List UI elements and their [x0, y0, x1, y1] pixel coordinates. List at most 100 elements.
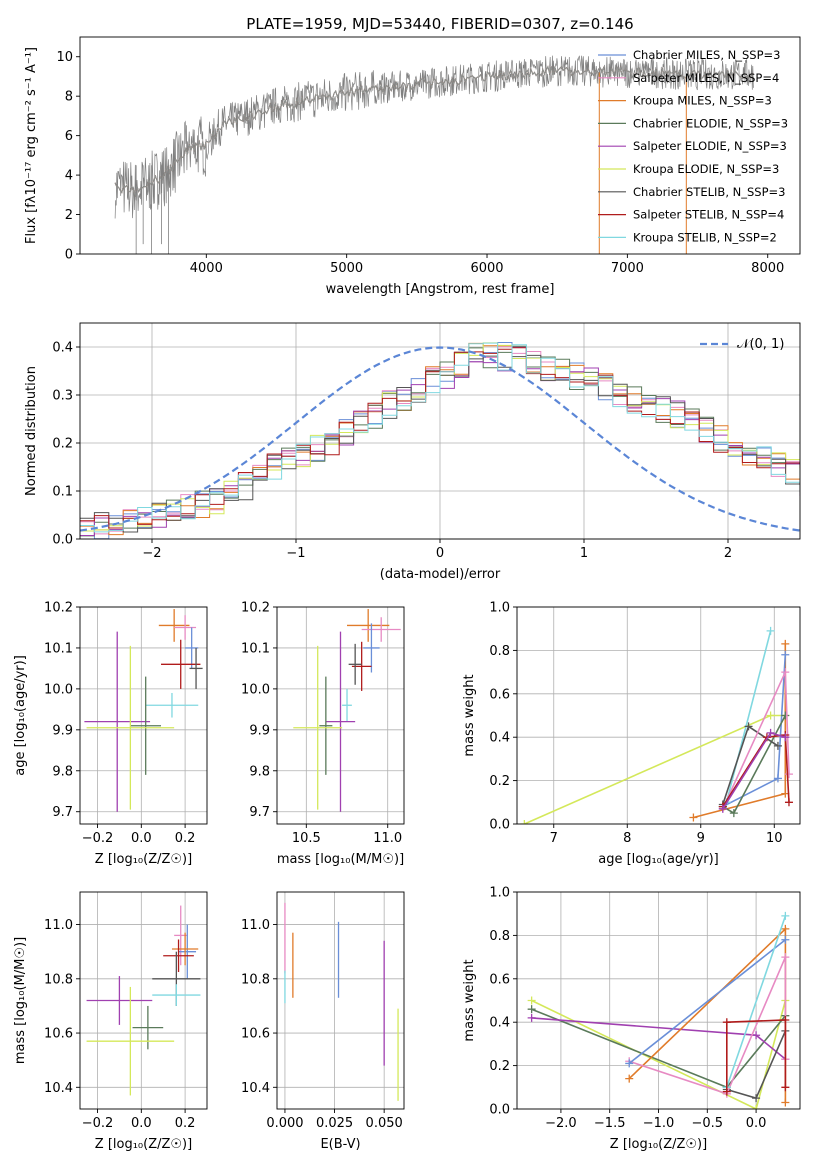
x-tick-label: 0.0	[746, 1116, 767, 1131]
weight-marker	[781, 733, 790, 742]
legend-entry: Kroupa MILES, N_SSP=3	[633, 94, 772, 108]
panel-age_vs_Z: −0.2 0.0 0.2 9.7 9.8 9.9 10.0 10.1 10.2 Z [log₁₀(…	[13, 601, 208, 867]
panel-mass_vs_Z: −0.2 0.0 0.2 10.4 10.6 10.8 11.0 Z [log₁₀(Z/Z☉)…	[13, 891, 208, 1152]
y-tick-label: 4	[65, 169, 73, 184]
plot-frame	[516, 891, 801, 1110]
weight-marker	[781, 668, 790, 677]
weight-marker	[752, 1105, 761, 1109]
x-axis-label: wavelength [Angstrom, rest frame]	[326, 282, 555, 297]
x-tick-label: 4000	[190, 261, 223, 276]
y-tick-label: 9.9	[52, 723, 73, 738]
errorbar-kroupa_stelib	[145, 692, 199, 718]
spectrum-title: PLATE=1959, MJD=53440, FIBERID=0307, z=0…	[246, 15, 633, 33]
x-axis-label: Z [log₁₀(Z/Z☉)]	[610, 1137, 707, 1152]
x-tick-label: 11.0	[373, 831, 402, 846]
y-tick-label: 0.2	[52, 437, 73, 452]
y-tick-label: 0.4	[489, 1016, 510, 1031]
legend-entry: Salpeter ELODIE, N_SSP=3	[633, 139, 787, 153]
weight-marker	[773, 741, 782, 750]
x-tick-label: −2	[142, 546, 161, 561]
weight-marker	[718, 804, 727, 813]
weight-line-kroupa_stelib	[725, 630, 772, 803]
weight-marker	[729, 809, 738, 818]
y-tick-label: 9.7	[52, 805, 73, 820]
weight-marker	[784, 770, 793, 779]
weight-marker	[722, 1018, 731, 1027]
weight-line-salpeter_stelib	[726, 1019, 787, 1092]
weight-marker	[781, 711, 790, 720]
x-tick-label: 0.025	[316, 1116, 353, 1131]
weight-marker	[781, 924, 790, 933]
weight-lines	[520, 626, 793, 824]
y-tick-label: 0.4	[489, 731, 510, 746]
y-tick-label: 0.4	[52, 341, 73, 356]
x-tick-label: 0.2	[175, 831, 196, 846]
x-tick-label: 8000	[751, 261, 784, 276]
errorbar-salpeter_miles	[174, 615, 197, 640]
weight-line-chabrier_miles	[628, 939, 786, 1065]
y-tick-label: 0.1	[52, 485, 73, 500]
y-tick-label: 0.2	[489, 1059, 510, 1074]
errorbar-salpeter_elodie	[86, 976, 153, 1025]
y-tick-label: 10.2	[44, 601, 73, 616]
weight-marker	[766, 728, 775, 737]
y-tick-label: 9.8	[249, 764, 270, 779]
y-axis-label: Normed distribution	[24, 366, 39, 496]
y-tick-label: 9.8	[52, 764, 73, 779]
weight-marker	[781, 953, 790, 962]
weight-marker	[520, 820, 529, 824]
y-tick-label: 1.0	[489, 601, 510, 616]
errorbar-chabrier_miles	[178, 924, 197, 979]
weight-marker	[766, 711, 775, 720]
errorbar-chabrier_stelib	[189, 647, 203, 689]
x-tick-label: −0.2	[82, 831, 114, 846]
plot-frame	[276, 891, 405, 1110]
x-axis-label: Z [log₁₀(Z/Z☉)]	[95, 852, 192, 867]
weight-marker	[752, 1031, 761, 1040]
x-tick-label: 5000	[330, 261, 363, 276]
errorbar-salpeter_stelib	[161, 639, 201, 689]
weight-marker	[527, 996, 536, 1005]
x-tick-label: 0.050	[366, 1116, 403, 1131]
errorbar-salpeter_elodie	[325, 631, 356, 812]
weight-marker	[773, 774, 782, 783]
errorbar-chabrier_elodie	[319, 676, 333, 775]
y-axis-label: mass weight	[462, 674, 477, 756]
y-tick-label: 9.9	[249, 723, 270, 738]
weight-line-kroupa_miles	[693, 643, 787, 819]
y-tick-label: 2	[65, 208, 73, 223]
weight-line-kroupa_elodie	[531, 999, 787, 1109]
y-tick-label: 0.0	[489, 1103, 510, 1118]
weight-marker	[722, 1087, 731, 1096]
residual-histograms	[80, 342, 800, 539]
weight-marker	[744, 722, 753, 731]
panel-weight_vs_Z: −2.0 −1.5 −1.0 −0.5 0.0 0.0 0.2 0.4 0.6 0.8 1.0 Z […	[462, 886, 801, 1152]
weight-marker	[781, 639, 790, 648]
errorbar-kroupa_miles	[158, 609, 190, 642]
panel-age_vs_mass: 10.5 11.0 9.7 9.8 9.9 10.0 10.1 10.2 mass [log₁₀…	[241, 601, 405, 867]
y-tick-label: 10.8	[44, 972, 73, 987]
error-bars	[84, 609, 203, 812]
x-tick-label: −1.5	[594, 1116, 626, 1131]
y-tick-label: 10.4	[241, 1081, 270, 1096]
panel-spectrum: 4000 5000 6000 7000 8000 0 2 4 6 8 10 wavelength [A…	[24, 36, 801, 297]
x-tick-label: 0.000	[266, 1116, 303, 1131]
histogram-kroupa_stelib	[80, 342, 800, 533]
weight-line-salpeter_miles	[722, 671, 790, 810]
y-tick-label: 8	[65, 90, 73, 105]
weight-marker	[625, 1074, 634, 1083]
legend-entry: 𝒩(0, 1)	[737, 337, 784, 352]
errorbar-kroupa_miles	[347, 609, 390, 642]
legend-entry: Chabrier STELIB, N_SSP=3	[633, 185, 785, 199]
y-tick-label: 10	[56, 50, 73, 65]
x-tick-label: −2.0	[545, 1116, 577, 1131]
weight-marker	[625, 1059, 634, 1068]
error-bars	[284, 902, 399, 1101]
model-kroupa_stelib	[114, 65, 754, 197]
y-tick-label: 0.6	[489, 687, 510, 702]
x-tick-label: 0.2	[175, 1116, 196, 1131]
error-bars	[86, 905, 201, 1096]
weight-line-salpeter_stelib	[722, 734, 790, 808]
errorbar-salpeter_stelib	[163, 939, 194, 973]
